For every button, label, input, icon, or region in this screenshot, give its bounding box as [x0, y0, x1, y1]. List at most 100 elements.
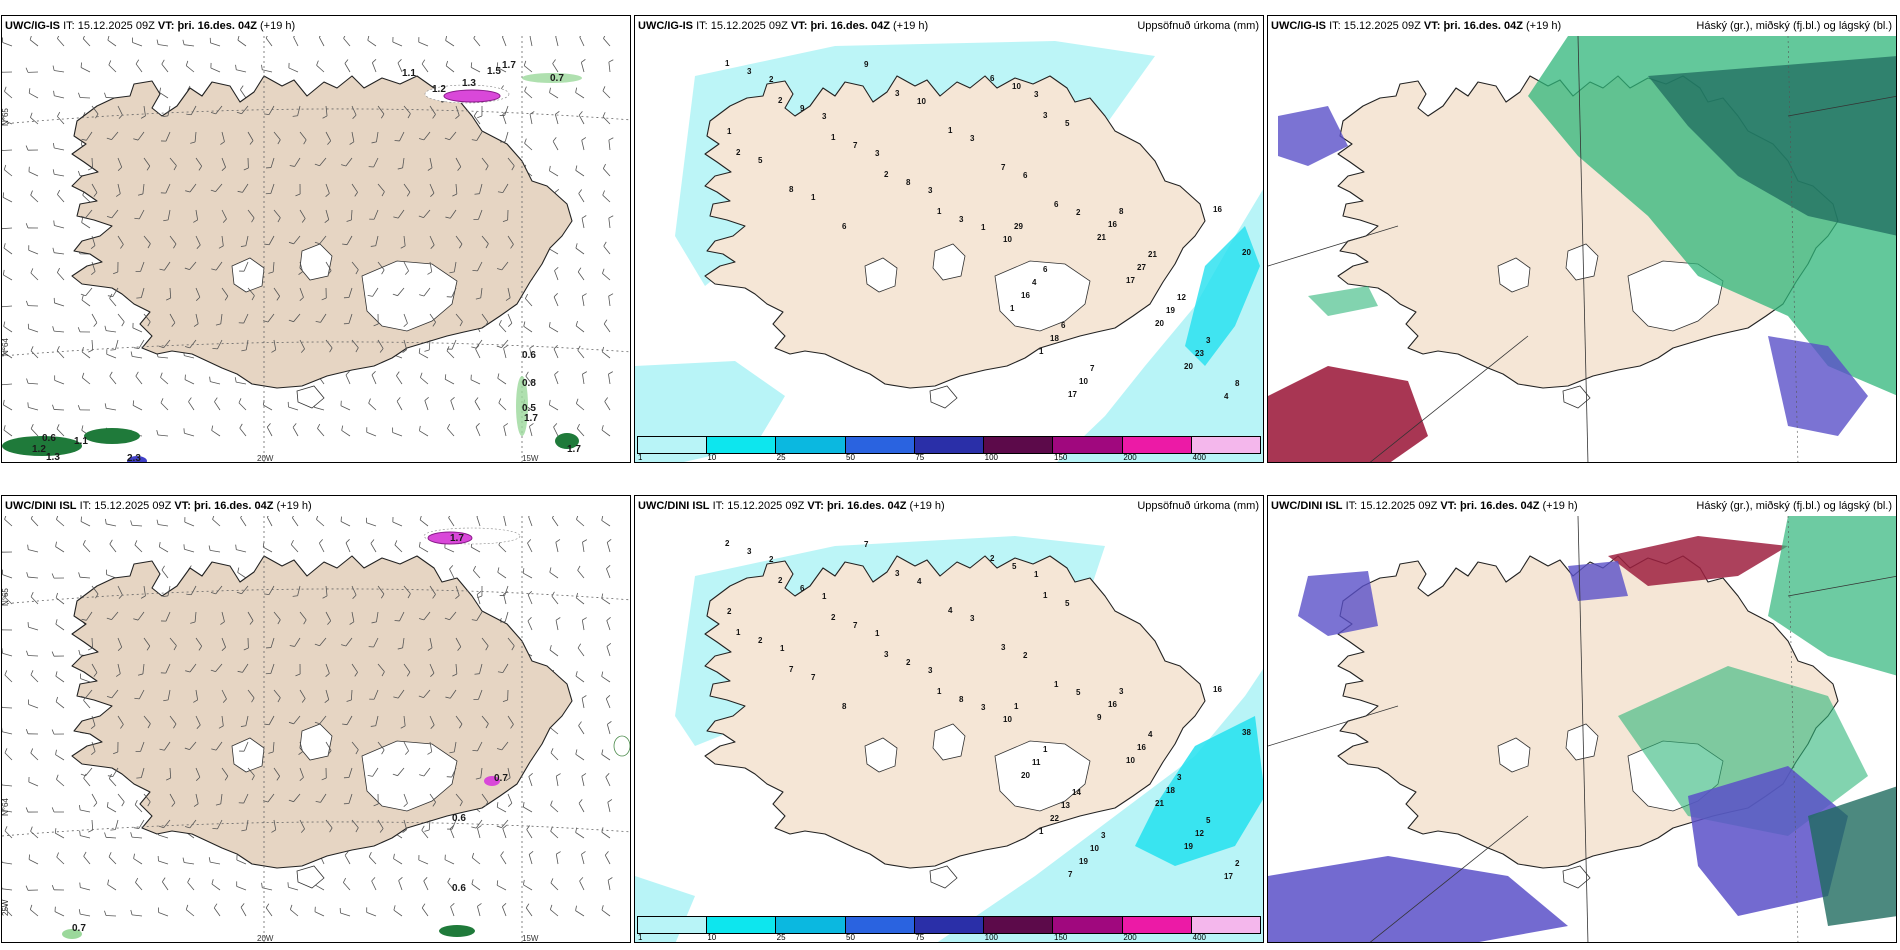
precip-label: 8 — [842, 702, 847, 711]
lead-time: (+19 h) — [1542, 500, 1578, 512]
lat-label: N°64 — [2, 798, 10, 816]
colorbar-segment — [776, 917, 846, 933]
wind-value-label: 1.1 — [74, 436, 88, 447]
colorbar-tick: 400 — [1192, 453, 1207, 462]
precip-label: 10 — [1012, 82, 1021, 91]
precip-label: 3 — [884, 650, 889, 659]
vt-label: VT: — [1440, 500, 1457, 512]
colorbar-tick: 10 — [707, 453, 717, 462]
precip-label: 19 — [1079, 857, 1088, 866]
precip-label: 2 — [1235, 859, 1240, 868]
lon-label: 20W — [257, 454, 274, 463]
precip-label: 6 — [1023, 171, 1028, 180]
wind-map: 0.70.6 1.11.21.30.60.80.51.71.72.31.51.71… — [2, 36, 630, 463]
precip-label: 1 — [1054, 680, 1059, 689]
graticule — [1268, 516, 1896, 942]
precip-label: 16 — [1108, 220, 1117, 229]
it-value: 15.12.2025 09Z — [1360, 500, 1438, 512]
graticule — [2, 516, 630, 942]
wind-value-label: 1.2 — [432, 84, 446, 95]
lead-time: (+19 h) — [909, 500, 945, 512]
precip-label: 11 — [1032, 758, 1041, 767]
wind-value-label: 1.3 — [462, 78, 476, 89]
colorbar-segment — [1191, 437, 1260, 453]
precip-label: 4 — [1224, 392, 1229, 401]
precip-label: 16 — [1213, 205, 1222, 214]
precip-label: 2 — [1023, 651, 1028, 660]
precip-label: 5 — [1076, 688, 1081, 697]
precip-label: 16 — [1021, 291, 1030, 300]
colorbar-segment — [845, 437, 915, 453]
precip-label: 5 — [1012, 562, 1017, 571]
precip-value-labels: 1212163286317639783105519103622333131111… — [725, 59, 1251, 401]
precip-label: 3 — [1001, 643, 1006, 652]
precip-label: 4 — [917, 577, 922, 586]
precip-label: 6 — [800, 584, 805, 593]
precip-label: 7 — [1001, 163, 1006, 172]
precip-label: 18 — [1050, 334, 1059, 343]
cloud-map — [1268, 516, 1896, 942]
panel-header: UWC/DINI ISL IT: 15.12.2025 09Z VT: þri.… — [1268, 496, 1896, 516]
precip-label: 3 — [1034, 90, 1039, 99]
precip-label: 1 — [780, 644, 785, 653]
it-label: IT: — [1345, 500, 1358, 512]
precip-label: 3 — [895, 569, 900, 578]
precip-label: 10 — [1003, 715, 1012, 724]
precip-label: 1 — [1039, 827, 1044, 836]
panel-title: Háský (gr.), miðský (fj.bl.) og lágský (… — [1696, 500, 1892, 512]
colorbar-tick: 1 — [638, 453, 643, 462]
precip-map: 1212163286317639783105519103622333131111… — [635, 41, 1263, 462]
lon-label: 15W — [522, 454, 539, 463]
it-value: 15.12.2025 09Z — [710, 20, 788, 32]
precip-label: 6 — [1061, 321, 1066, 330]
precip-label: 10 — [917, 97, 926, 106]
precip-label: 3 — [1206, 336, 1211, 345]
precip-label: 2 — [725, 539, 730, 548]
precip-label: 1 — [831, 133, 836, 142]
cloud-layers — [1268, 36, 1896, 462]
colorbar-tick: 200 — [1123, 453, 1137, 462]
colorbar-tick: 150 — [1054, 933, 1068, 942]
colorbar-tick: 150 — [1054, 453, 1068, 462]
precip-label: 7 — [853, 141, 858, 150]
wind-value-label: 0.7 — [72, 923, 86, 934]
precip-label: 5 — [758, 156, 763, 165]
precip-label: 1 — [822, 592, 827, 601]
colorbar-segment — [638, 437, 708, 453]
precip-label: 3 — [1119, 687, 1124, 696]
vt-label: VT: — [807, 500, 824, 512]
precip-map: 2223121178343136728552774325211331211791… — [635, 536, 1263, 942]
precip-panel-row1: UWC/IG-IS IT: 15.12.2025 09Z VT: þri. 16… — [634, 15, 1264, 463]
vt-value: þri. 16.des. 04Z — [1443, 20, 1523, 32]
precip-label: 8 — [1119, 207, 1124, 216]
precip-label: 17 — [1224, 872, 1233, 881]
panel-header: UWC/IG-IS IT: 15.12.2025 09Z VT: þri. 16… — [1268, 16, 1896, 36]
precip-label: 2 — [831, 613, 836, 622]
colorbar-segment — [984, 917, 1054, 933]
vt-value: þri. 16.des. 04Z — [1459, 500, 1540, 512]
colorbar-tick: 10 — [707, 933, 717, 942]
vt-label: VT: — [790, 20, 808, 32]
precip-label: 10 — [1079, 377, 1088, 386]
colorbar-ticks: 1 10 25 50 75 100 150 200 400 — [637, 933, 1261, 942]
precip-label: 20 — [1184, 362, 1193, 371]
cloud-layers — [1268, 516, 1896, 942]
wind-value-label: 1.5 — [487, 66, 501, 77]
colorbar-tick: 1 — [638, 933, 643, 942]
wind-precip-blobs — [62, 527, 630, 939]
wind-value-label: 0.5 — [522, 403, 536, 414]
precip-label: 3 — [970, 614, 975, 623]
panel-title: Háský (gr.), miðský (fj.bl.) og lágský (… — [1696, 20, 1892, 32]
colorbar-segment — [845, 917, 915, 933]
colorbar-segment — [1122, 437, 1192, 453]
precip-label: 1 — [981, 223, 986, 232]
precip-label: 1 — [736, 628, 741, 637]
precip-label: 1 — [1039, 347, 1044, 356]
wind-value-label: 1.7 — [567, 444, 581, 455]
precip-label: 6 — [842, 222, 847, 231]
wind-panel-row2: UWC/DINI ISL IT: 15.12.2025 09Z VT: þri.… — [1, 495, 631, 943]
precip-label: 9 — [1097, 713, 1102, 722]
precip-label: 2 — [736, 148, 741, 157]
model-name: UWC/DINI ISL — [1271, 500, 1343, 512]
lead-time: (+19 h) — [893, 20, 929, 32]
